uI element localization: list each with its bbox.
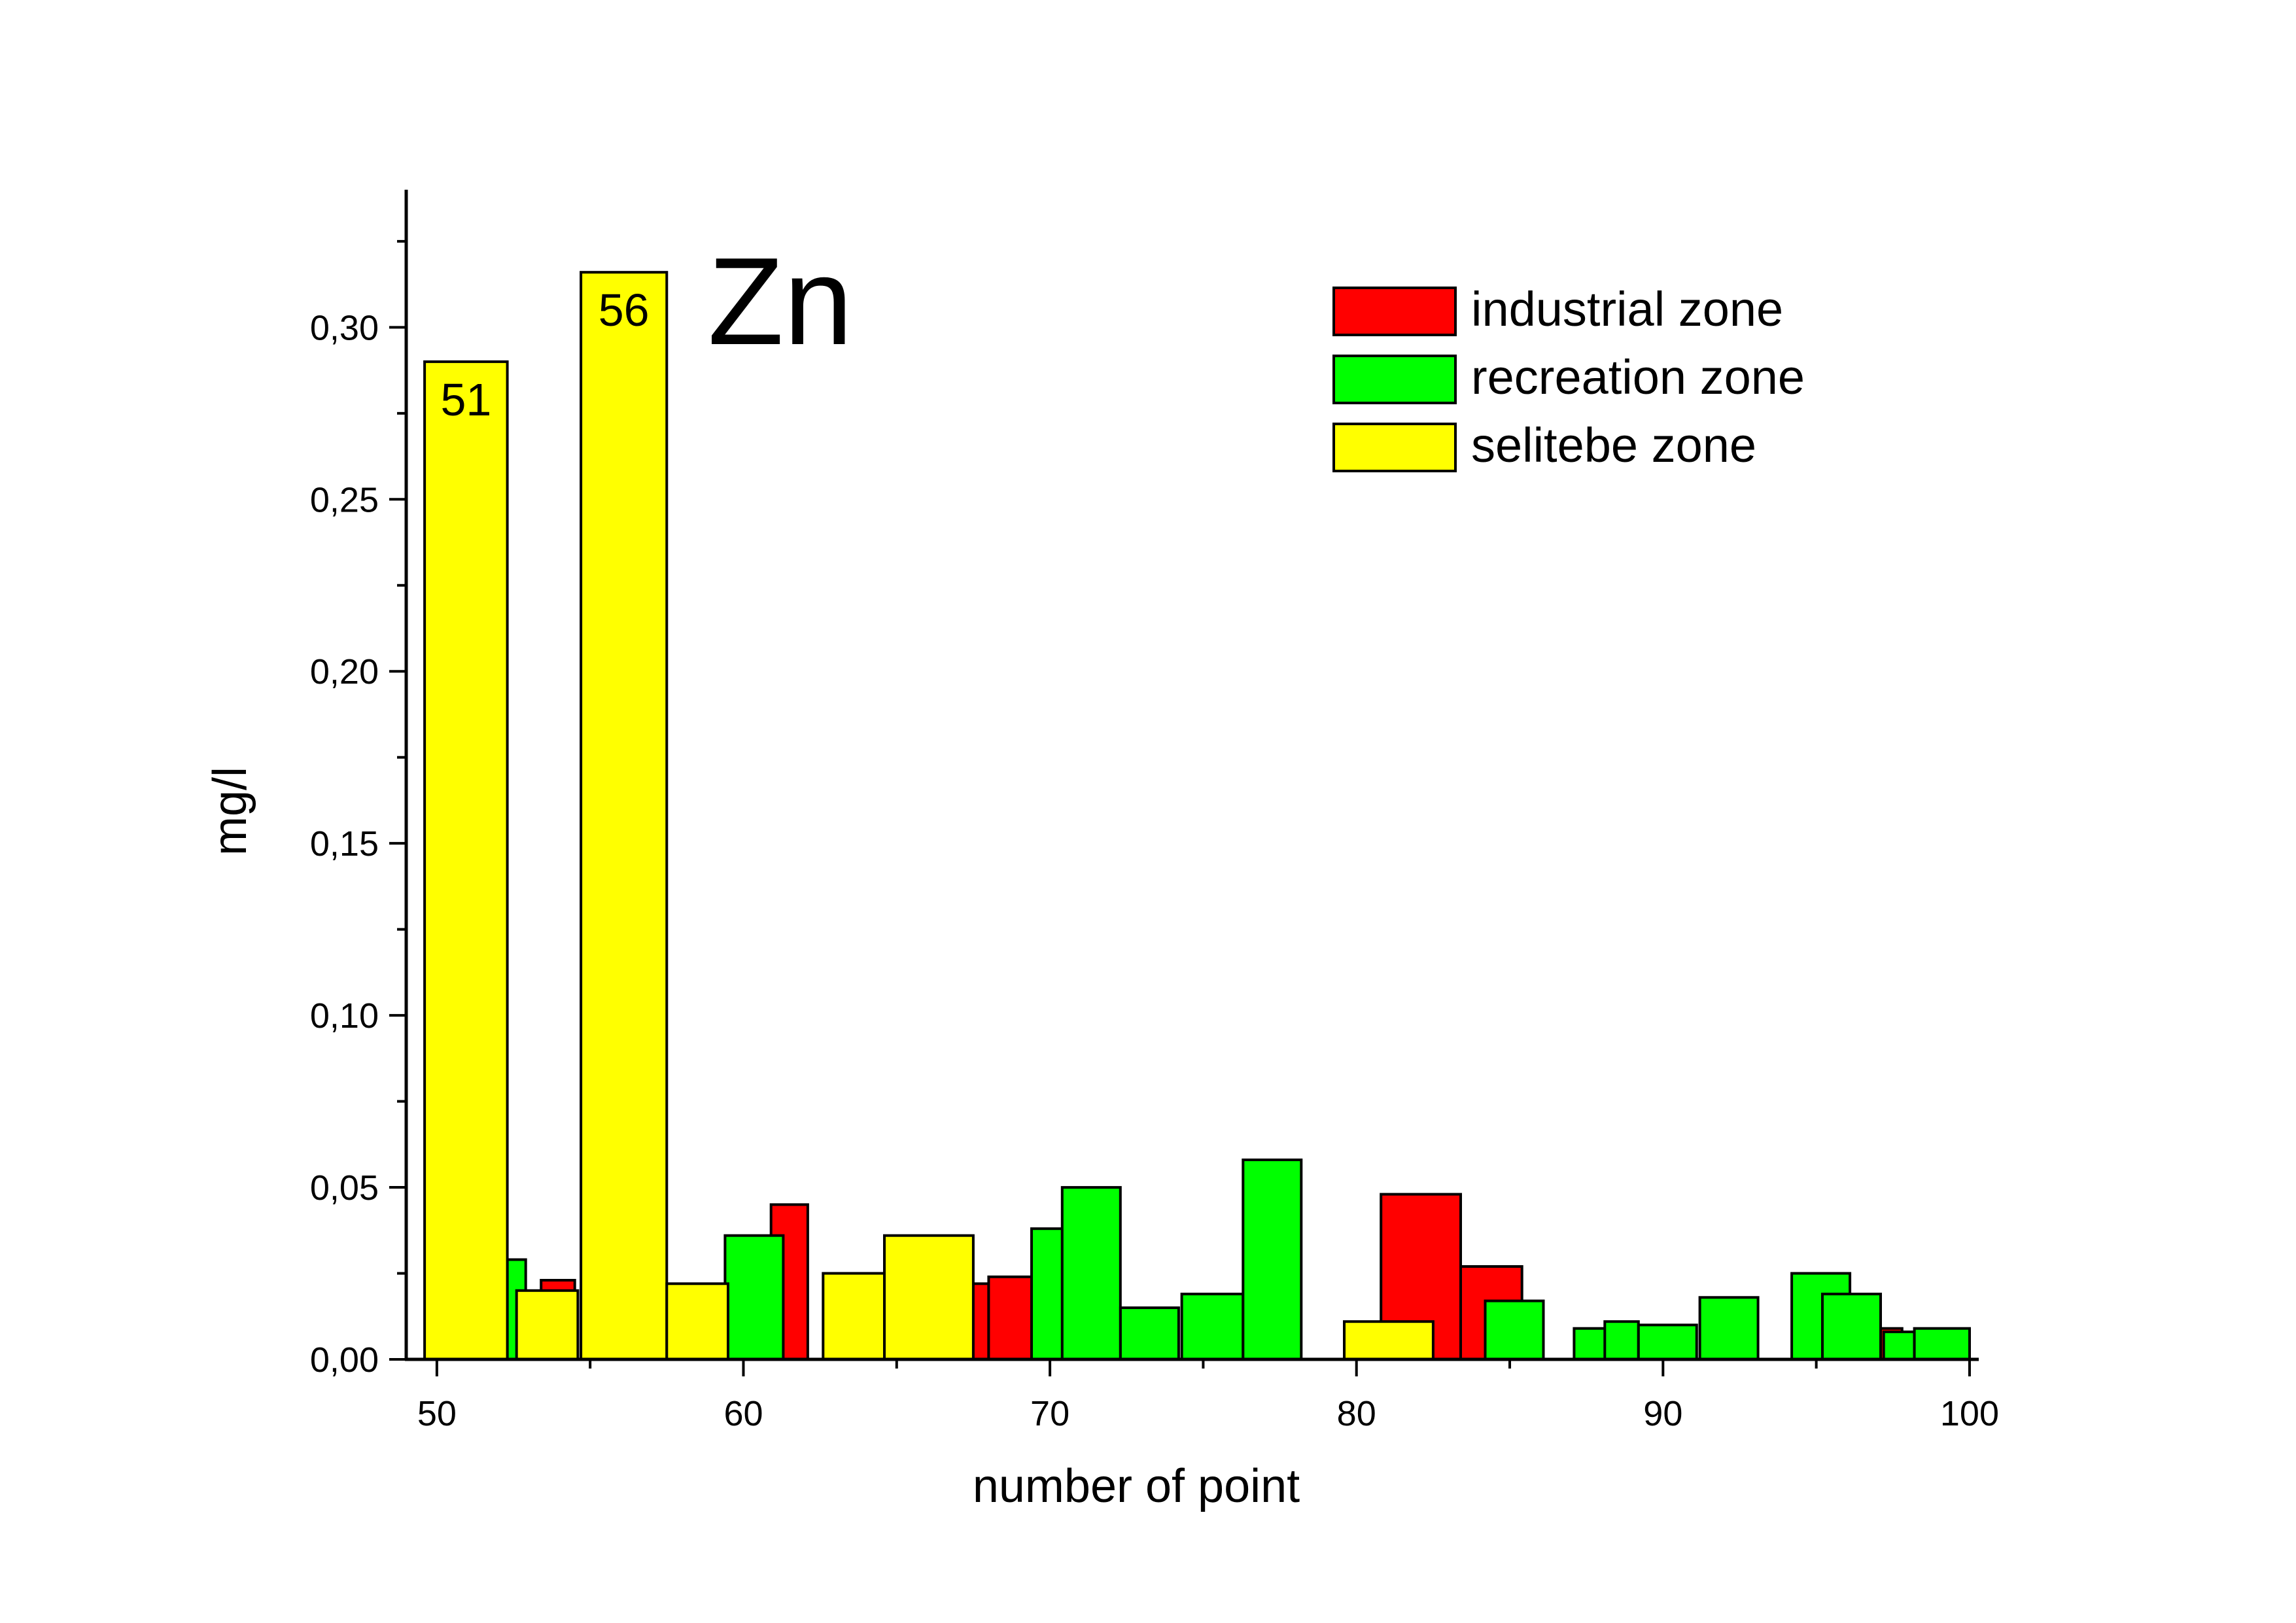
x-axis-title: number of point xyxy=(973,1460,1300,1512)
x-tick-label: 50 xyxy=(417,1394,457,1433)
y-axis-title: mg/l xyxy=(204,767,256,856)
bar-recreation-zone-11 xyxy=(1637,1323,1698,1361)
x-tick-label: 100 xyxy=(1940,1394,1999,1433)
bar-recreation-zone-14 xyxy=(1821,1293,1882,1361)
bar-recreation-zone-10 xyxy=(1603,1320,1640,1361)
bar-selitebe-zone-3 xyxy=(580,271,669,1361)
bar-recreation-zone-5 xyxy=(1119,1306,1180,1361)
x-tick-label: 60 xyxy=(723,1394,763,1433)
x-tick-label: 80 xyxy=(1337,1394,1376,1433)
chart-title: Zn xyxy=(708,232,853,371)
y-tick-label: 0,05 xyxy=(310,1168,379,1208)
legend-label: selitebe zone xyxy=(1471,418,1756,472)
legend-swatch xyxy=(1332,423,1457,472)
legend: industrial zone recreation zone selitebe z… xyxy=(1332,282,1805,472)
legend-label: recreation zone xyxy=(1471,350,1805,404)
bar-value-label: 56 xyxy=(599,285,650,336)
bar-recreation-zone-15 xyxy=(1882,1330,1916,1361)
y-tick-label: 0,10 xyxy=(310,996,379,1036)
y-tick-label: 0,25 xyxy=(310,480,379,519)
bar-recreation-zone-7 xyxy=(1242,1159,1303,1361)
bar-recreation-zone-6 xyxy=(1180,1293,1245,1361)
y-tick-label: 0,20 xyxy=(310,652,379,691)
bar-selitebe-zone-4 xyxy=(665,1282,729,1361)
bar-selitebe-zone-1 xyxy=(423,360,509,1361)
ticks-layer: 0,00 0,05 0,10 0,15 0,20 0,25 0,30 50 60 70 80 90 10… xyxy=(310,239,1999,1433)
bar-selitebe-zone-5 xyxy=(822,1272,886,1361)
y-tick-label: 0,00 xyxy=(310,1340,379,1380)
bar-selitebe-zone-7 xyxy=(1343,1320,1435,1361)
bar-recreation-zone-12 xyxy=(1698,1296,1760,1361)
x-tick-label: 70 xyxy=(1030,1394,1070,1433)
y-tick-label: 0,15 xyxy=(310,824,379,864)
bar-industrial-zone-4 xyxy=(987,1275,1034,1361)
legend-label: industrial zone xyxy=(1471,282,1783,336)
axes-layer xyxy=(404,190,1979,1361)
legend-swatch xyxy=(1332,355,1457,404)
bar-recreation-zone-2 xyxy=(723,1234,785,1361)
legend-swatch xyxy=(1332,287,1457,336)
bars-layer: 51 56 xyxy=(423,271,1972,1361)
bar-recreation-zone-4 xyxy=(1060,1186,1122,1361)
y-tick-label: 0,30 xyxy=(310,308,379,347)
bar-recreation-zone-16 xyxy=(1913,1327,1972,1361)
x-tick-label: 90 xyxy=(1643,1394,1682,1433)
bar-selitebe-zone-2 xyxy=(515,1289,580,1361)
bar-recreation-zone-8 xyxy=(1484,1299,1545,1361)
bar-recreation-zone-3 xyxy=(1030,1227,1064,1361)
bar-value-label: 51 xyxy=(440,374,491,425)
bar-selitebe-zone-6 xyxy=(883,1234,975,1361)
